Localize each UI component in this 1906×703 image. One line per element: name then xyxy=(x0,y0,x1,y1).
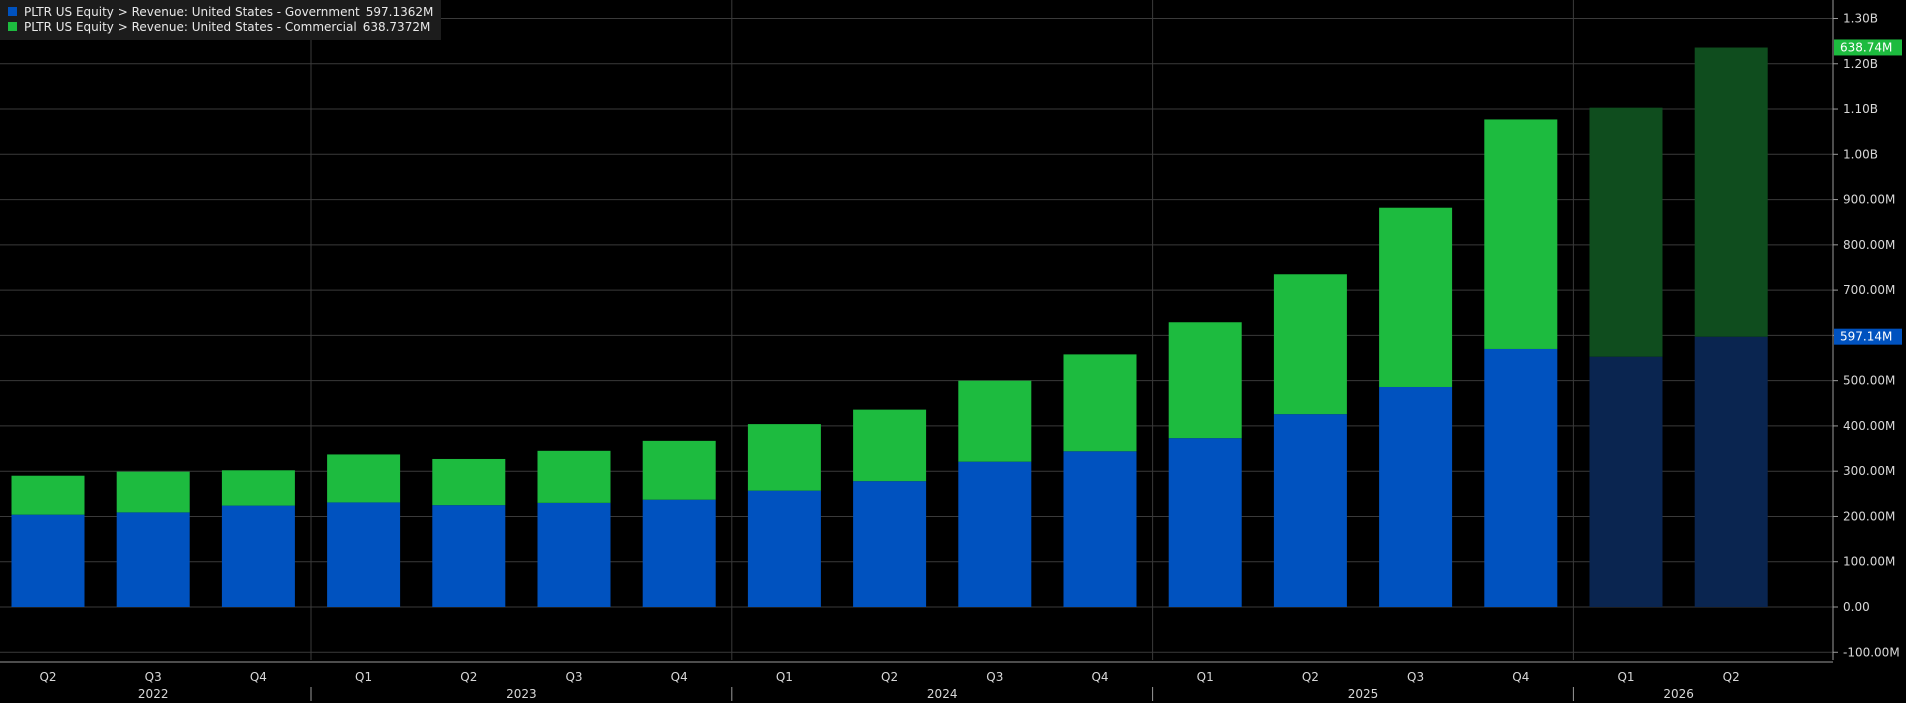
value-tag-label: 638.74M xyxy=(1840,40,1892,54)
bar-commercial[interactable] xyxy=(221,470,295,506)
x-tick-label: Q1 xyxy=(355,670,372,684)
bar-government[interactable] xyxy=(1379,386,1453,607)
bar-government[interactable] xyxy=(1063,451,1137,607)
bar-government[interactable] xyxy=(747,490,821,607)
bar-government[interactable] xyxy=(958,461,1032,607)
x-year-label: 2023 xyxy=(506,687,537,701)
y-tick-label: 1.30B xyxy=(1843,11,1878,25)
x-year-label: 2025 xyxy=(1348,687,1379,701)
x-tick-label: Q3 xyxy=(565,670,582,684)
x-tick-label: Q1 xyxy=(1617,670,1634,684)
x-tick-label: Q1 xyxy=(776,670,793,684)
legend-value-government: 597.1362M xyxy=(365,4,434,19)
bar-government[interactable] xyxy=(327,502,401,607)
bar-commercial[interactable] xyxy=(1379,207,1453,387)
x-tick-label: Q4 xyxy=(1091,670,1108,684)
bar-government[interactable] xyxy=(432,505,506,607)
bar-government[interactable] xyxy=(1484,348,1558,607)
bar-commercial[interactable] xyxy=(1694,47,1768,337)
chart-legend: PLTR US Equity > Revenue: United States … xyxy=(0,0,442,40)
y-tick-label: -100.00M xyxy=(1843,645,1900,659)
x-tick-label: Q2 xyxy=(1302,670,1319,684)
x-year-label: 2022 xyxy=(138,687,169,701)
y-tick-label: 200.00M xyxy=(1843,509,1895,523)
bar-commercial[interactable] xyxy=(327,454,401,503)
bar-commercial[interactable] xyxy=(1063,354,1137,452)
x-tick-label: Q4 xyxy=(671,670,688,684)
x-tick-label: Q1 xyxy=(1197,670,1214,684)
y-tick-label: 0.00 xyxy=(1843,600,1870,614)
legend-label-government: PLTR US Equity > Revenue: United States … xyxy=(24,4,360,19)
y-tick-label: 800.00M xyxy=(1843,238,1895,252)
bar-government[interactable] xyxy=(11,514,85,607)
y-tick-label: 500.00M xyxy=(1843,374,1895,388)
bar-commercial[interactable] xyxy=(1273,274,1347,415)
legend-item-government[interactable]: PLTR US Equity > Revenue: United States … xyxy=(8,4,433,19)
x-tick-label: Q4 xyxy=(1512,670,1529,684)
bar-commercial[interactable] xyxy=(747,424,821,491)
legend-label-commercial: PLTR US Equity > Revenue: United States … xyxy=(24,19,357,34)
y-tick-label: 1.10B xyxy=(1843,102,1878,116)
bar-government[interactable] xyxy=(221,505,295,607)
x-tick-label: Q2 xyxy=(1723,670,1740,684)
legend-swatch-government xyxy=(8,7,17,16)
bar-government[interactable] xyxy=(1589,356,1663,607)
x-tick-label: Q3 xyxy=(1407,670,1424,684)
bar-government[interactable] xyxy=(1273,414,1347,607)
x-year-label: 2026 xyxy=(1663,687,1694,701)
value-tag-label: 597.14M xyxy=(1840,330,1892,344)
value-tag-background xyxy=(1834,39,1902,56)
bar-government[interactable] xyxy=(537,502,611,607)
y-tick-label: 900.00M xyxy=(1843,193,1895,207)
bar-commercial[interactable] xyxy=(11,475,85,515)
bar-commercial[interactable] xyxy=(1484,119,1558,349)
bar-commercial[interactable] xyxy=(537,450,611,503)
y-tick-label: 100.00M xyxy=(1843,555,1895,569)
bar-commercial[interactable] xyxy=(116,471,190,513)
y-tick-label: 1.00B xyxy=(1843,147,1878,161)
legend-swatch-commercial xyxy=(8,22,17,31)
y-tick-label: 400.00M xyxy=(1843,419,1895,433)
x-tick-label: Q2 xyxy=(39,670,56,684)
legend-item-commercial[interactable]: PLTR US Equity > Revenue: United States … xyxy=(8,19,433,34)
x-tick-label: Q3 xyxy=(986,670,1003,684)
bar-commercial[interactable] xyxy=(958,380,1032,462)
bar-government[interactable] xyxy=(1168,438,1242,607)
bar-commercial[interactable] xyxy=(1168,322,1242,439)
x-tick-label: Q2 xyxy=(460,670,477,684)
bar-commercial[interactable] xyxy=(1589,107,1663,357)
legend-value-commercial: 638.7372M xyxy=(362,19,431,34)
x-tick-label: Q3 xyxy=(145,670,162,684)
x-year-label: 2024 xyxy=(927,687,958,701)
value-tag-background xyxy=(1834,328,1902,345)
x-tick-label: Q4 xyxy=(250,670,267,684)
bar-government[interactable] xyxy=(116,512,190,607)
bar-commercial[interactable] xyxy=(853,409,927,482)
bar-government[interactable] xyxy=(1694,336,1768,607)
bar-commercial[interactable] xyxy=(642,440,716,500)
y-tick-label: 300.00M xyxy=(1843,464,1895,478)
y-tick-label: 700.00M xyxy=(1843,283,1895,297)
bar-government[interactable] xyxy=(642,499,716,607)
x-tick-label: Q2 xyxy=(881,670,898,684)
bar-government[interactable] xyxy=(853,481,927,607)
bar-commercial[interactable] xyxy=(432,458,506,506)
y-tick-label: 1.20B xyxy=(1843,57,1878,71)
